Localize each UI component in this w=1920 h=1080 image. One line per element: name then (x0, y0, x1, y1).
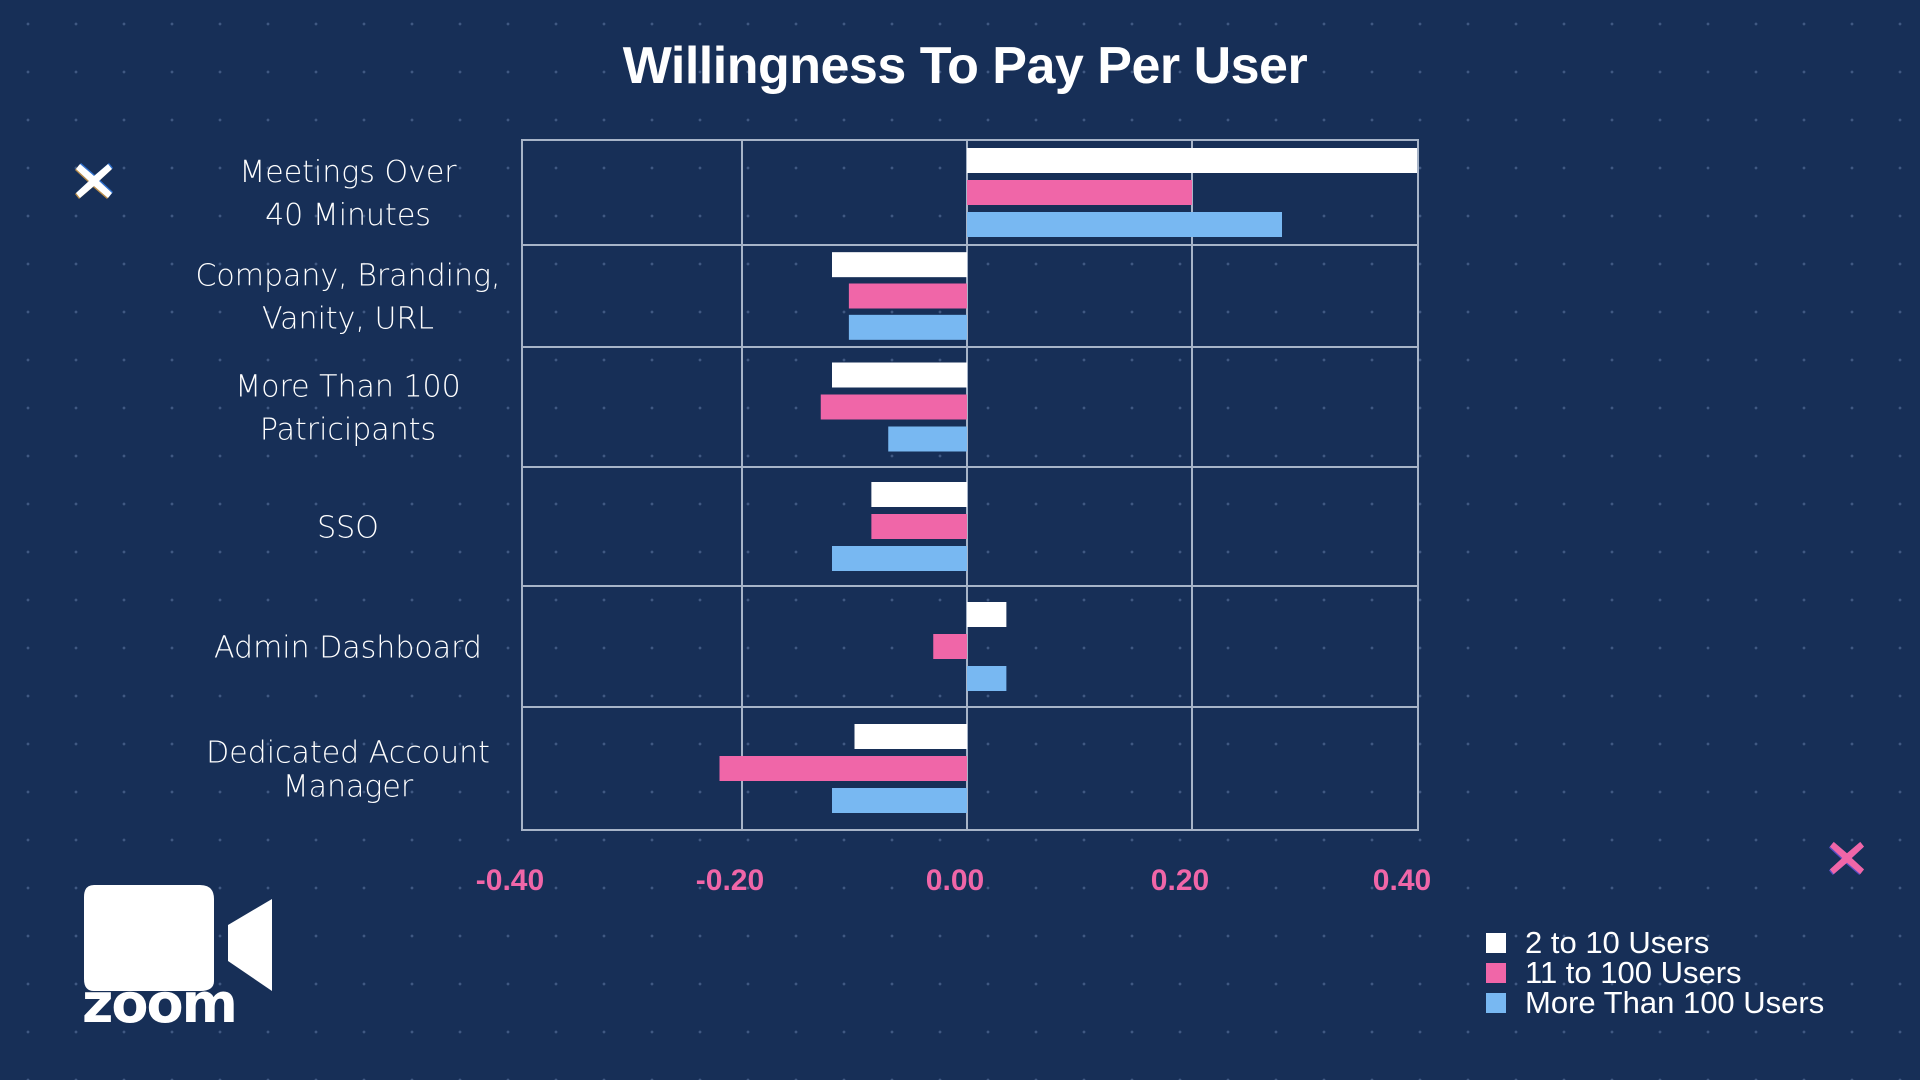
x-tick-label: -0.40 (476, 864, 544, 897)
legend-label: More Than 100 Users (1525, 985, 1825, 1020)
bars (719, 148, 1417, 813)
legend-swatch (1486, 963, 1506, 983)
zoom-logo-wordmark: zoom (82, 972, 238, 1035)
category-label: Dedicated Account (206, 736, 490, 771)
pink-x-decoration-icon (1829, 841, 1865, 876)
bar-11-to-100-users (871, 514, 967, 539)
category-label: Admin Dashboard (214, 631, 482, 666)
bar-more-than-100-users (848, 314, 967, 340)
bar-more-than-100-users (832, 546, 967, 571)
bar-2-to-10-users (832, 252, 967, 278)
category-labels: Meetings Over 40 Minutes Company, Branding… (195, 155, 500, 805)
category-label: 40 Minutes (265, 198, 431, 233)
bar-11-to-100-users (967, 180, 1192, 205)
bar-more-than-100-users (967, 212, 1282, 237)
bar-11-to-100-users (848, 283, 967, 309)
bar-more-than-100-users (967, 666, 1007, 691)
category-label: Manager (283, 770, 414, 805)
x-tick-label: 0.40 (1373, 864, 1431, 897)
bar-2-to-10-users (871, 482, 967, 507)
video-camera-icon (84, 885, 272, 991)
category-label: Vanity, URL (262, 302, 434, 337)
legend-swatch (1486, 993, 1506, 1013)
x-tick-label: -0.20 (696, 864, 764, 897)
bar-11-to-100-users (820, 394, 967, 420)
category-label: Patricipants (260, 413, 436, 448)
bar-2-to-10-users (967, 148, 1417, 173)
legend-label: 2 to 10 Users (1525, 925, 1710, 960)
bar-2-to-10-users (832, 362, 967, 388)
plot-border (521, 139, 1419, 831)
category-label: More Than 100 (235, 370, 460, 405)
legend-label: 11 to 100 Users (1525, 955, 1742, 990)
bar-2-to-10-users (854, 724, 967, 749)
grid-lines (522, 140, 1418, 830)
bar-2-to-10-users (967, 602, 1007, 627)
x-axis-ticks: -0.40 -0.20 0.00 0.20 0.40 (476, 864, 1431, 897)
plot-frame (521, 139, 1419, 831)
bar-11-to-100-users (719, 756, 967, 781)
legend-item: More Than 100 Users (1486, 985, 1825, 1020)
legend-item: 11 to 100 Users (1486, 955, 1824, 990)
bar-11-to-100-users (933, 634, 967, 659)
category-label: Company, Branding, (195, 259, 500, 294)
bar-more-than-100-users (832, 788, 967, 813)
legend-item: 2 to 10 Users (1486, 925, 1824, 960)
legend-swatch (1486, 933, 1506, 953)
bar-more-than-100-users (888, 426, 967, 452)
chart-title: Willingness To Pay Per User (622, 37, 1308, 95)
x-tick-label: 0.00 (926, 864, 984, 897)
category-label: Meetings Over (239, 155, 457, 190)
category-label: SSO (317, 511, 379, 546)
legend: 2 to 10 Users 11 to 100 Users More Than 10… (1486, 925, 1825, 1020)
close-x-decoration-icon (75, 163, 113, 199)
x-tick-label: 0.20 (1151, 864, 1209, 897)
